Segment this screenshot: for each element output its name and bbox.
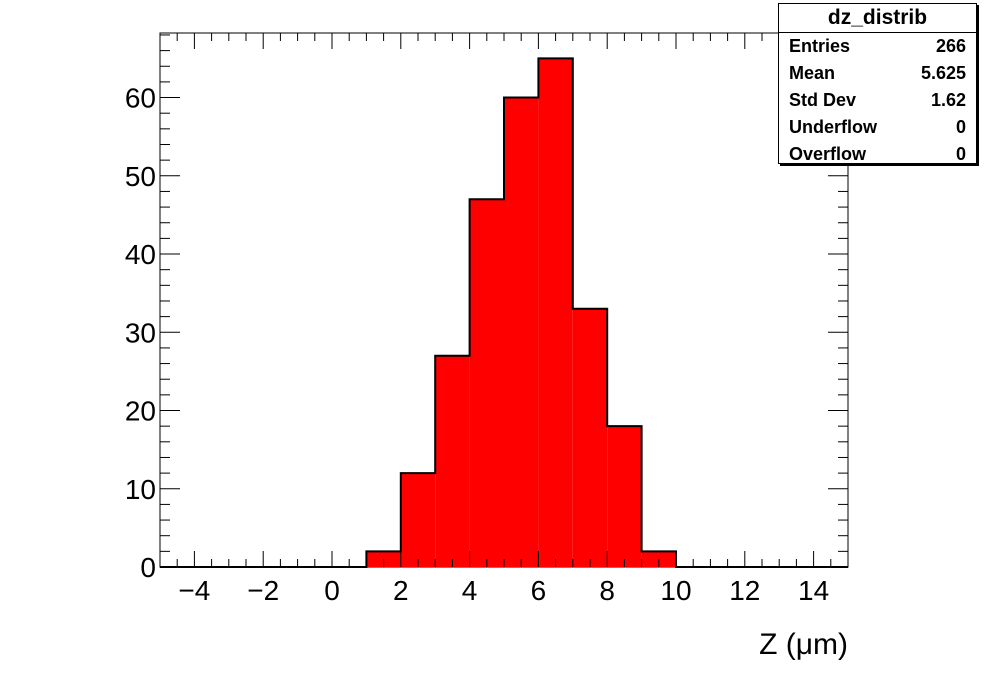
stats-row-value: 266	[935, 36, 966, 56]
histogram-bar	[572, 308, 608, 567]
stats-row: Mean 5.625	[779, 60, 976, 87]
stats-box-title: dz_distrib	[779, 4, 976, 33]
y-tick-labels: 0 10 20 30 40 50 60	[125, 83, 156, 583]
stats-row-label: Std Dev	[789, 90, 857, 110]
stats-row: Underflow 0	[779, 114, 976, 141]
stats-row: Overflow 0	[779, 141, 976, 168]
stats-row-value: 0	[955, 144, 966, 164]
x-tick-labels: −4 −2 0 2 4 6 8 10 12 14	[178, 575, 829, 606]
stats-row-label: Underflow	[789, 117, 877, 137]
y-tick-label: 40	[125, 239, 156, 270]
x-tick-label: 2	[393, 575, 409, 606]
stats-row: Entries 266	[779, 33, 976, 60]
histogram-bars	[160, 57, 848, 568]
stats-row-label: Mean	[789, 63, 836, 83]
stats-row-label: Entries	[789, 36, 851, 56]
x-tick-label: 6	[531, 575, 547, 606]
histogram-bar	[607, 426, 642, 567]
x-tick-label: −2	[247, 575, 279, 606]
stats-row-label: Overflow	[789, 144, 867, 164]
y-tick-label: 50	[125, 161, 156, 192]
y-tick-label: 10	[125, 474, 156, 505]
stats-rows: Entries 266 Mean 5.625 Std Dev 1.62 Underflow 0…	[779, 33, 976, 168]
histogram-bar	[435, 355, 470, 567]
stats-row: Std Dev 1.62	[779, 87, 976, 114]
histogram-bar	[538, 58, 573, 568]
x-tick-label: 10	[660, 575, 691, 606]
histogram-bar	[504, 97, 539, 568]
histogram-bar	[469, 199, 504, 567]
x-tick-label: 0	[324, 575, 340, 606]
x-tick-label: 8	[599, 575, 615, 606]
x-tick-label: 4	[462, 575, 478, 606]
stats-row-value: 0	[955, 117, 966, 137]
y-tick-label: 60	[125, 83, 156, 114]
y-tick-label: 20	[125, 396, 156, 427]
y-tick-label: 30	[125, 317, 156, 348]
x-tick-label: −4	[178, 575, 210, 606]
x-tick-label: 14	[798, 575, 829, 606]
stats-row-value: 1.62	[930, 90, 966, 110]
x-axis-title: Z (μm)	[759, 628, 848, 661]
stats-row-value: 5.625	[920, 63, 966, 83]
stats-box: dz_distrib Entries 266 Mean 5.625 Std Dev 1.6…	[778, 3, 977, 164]
histogram-bar	[400, 473, 436, 567]
x-tick-label: 12	[729, 575, 760, 606]
y-tick-label: 0	[140, 552, 156, 583]
